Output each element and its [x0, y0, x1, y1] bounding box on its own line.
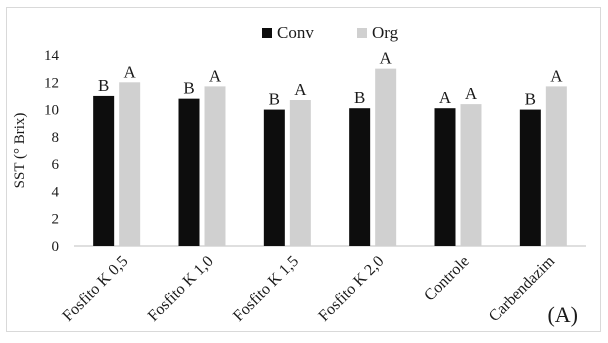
- y-tick-label: 8: [52, 130, 60, 146]
- bar-org: [545, 86, 567, 246]
- y-axis-label: SST (° Brix): [12, 113, 28, 189]
- bar-letter-label: B: [354, 88, 365, 107]
- bar-letter-label: A: [380, 49, 393, 68]
- x-tick-label: Fosfito K 0,5: [59, 253, 131, 325]
- legend-label-conv: Conv: [277, 23, 314, 42]
- legend-swatch-org: [357, 28, 367, 38]
- bar-letter-label: B: [269, 90, 280, 109]
- y-tick-label: 4: [52, 184, 60, 200]
- bar-conv: [349, 108, 371, 246]
- bar-letter-label: A: [550, 66, 563, 85]
- legend-label-org: Org: [372, 23, 399, 42]
- y-tick-label: 10: [44, 103, 59, 119]
- bar-org: [119, 82, 141, 247]
- y-tick-label: 12: [44, 75, 59, 91]
- bar-letter-label: B: [525, 90, 536, 109]
- bar-letter-label: A: [465, 84, 478, 103]
- y-tick-label: 6: [52, 157, 60, 173]
- bar-org: [375, 68, 397, 247]
- y-tick-label: 2: [52, 212, 60, 228]
- bar-conv: [434, 108, 456, 246]
- legend-swatch-conv: [262, 28, 272, 38]
- bar-org: [289, 100, 311, 247]
- chart-frame: [6, 7, 601, 332]
- x-tick-label: Fosfito K 1,0: [145, 253, 217, 325]
- bar-conv: [93, 95, 115, 246]
- x-tick-label: Controle: [421, 253, 473, 305]
- y-tick-label: 0: [52, 239, 60, 255]
- y-tick-label: 14: [44, 48, 60, 64]
- bar-letter-label: A: [294, 80, 307, 99]
- bar-letter-label: B: [183, 79, 194, 98]
- panel-label: (A): [547, 302, 578, 327]
- bar-org: [204, 86, 226, 246]
- bar-letter-label: A: [209, 66, 222, 85]
- x-tick-label: Fosfito K 1,5: [230, 253, 302, 325]
- bar-org: [460, 104, 482, 246]
- bar-conv: [263, 109, 285, 246]
- bar-conv: [178, 98, 200, 247]
- x-tick-label: Fosfito K 2,0: [315, 253, 387, 325]
- bar-letter-label: A: [439, 88, 452, 107]
- bar-conv: [519, 109, 541, 246]
- bar-letter-label: B: [98, 76, 109, 95]
- bar-letter-label: A: [124, 62, 137, 81]
